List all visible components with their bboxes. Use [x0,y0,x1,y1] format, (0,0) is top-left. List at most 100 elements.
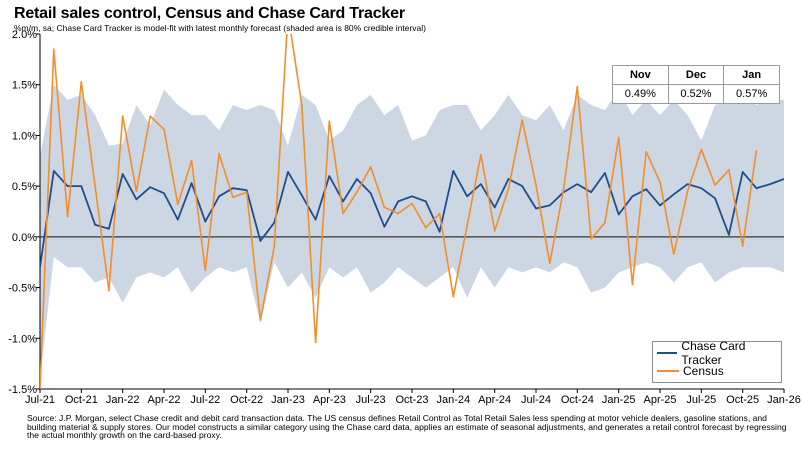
legend-swatch-chase [657,352,678,354]
data-point-census [659,181,661,183]
data-point-chase-card-tracker [741,171,744,173]
x-tick-label: Jul-21 [25,394,55,406]
data-point-census [714,184,716,186]
data-point-chase-card-tracker [300,194,303,197]
data-point-chase-card-tracker [507,178,510,180]
legend-label-census: Census [683,364,724,378]
data-point-census [40,388,41,389]
data-point-chase-card-tracker [631,195,634,198]
data-point-chase-card-tracker [52,170,55,172]
x-tick-label: Oct-21 [65,394,98,406]
x-tick-label: Oct-22 [230,394,263,406]
data-point-census [466,224,468,227]
data-point-census [507,188,510,190]
data-point-census [135,190,138,193]
x-tick-label: Jan-23 [271,394,305,406]
data-point-census [424,226,427,229]
data-point-census [300,104,303,106]
data-point-chase-card-tracker [176,218,179,221]
data-point-chase-card-tracker [700,187,703,189]
forecast-header-row: Nov Dec Jan [612,65,780,85]
data-point-census [397,212,400,215]
data-point-census [356,191,358,194]
data-point-chase-card-tracker [659,204,661,207]
x-tick-label: Jan-25 [602,394,636,406]
source-note: Source: J.P. Morgan, select Chase credit… [27,413,787,440]
data-point-census [755,149,758,152]
forecast-header-dec: Dec [667,65,725,85]
data-point-chase-card-tracker [645,188,648,190]
x-tick-label: Oct-23 [395,394,428,406]
data-point-census [438,212,441,215]
data-point-census [121,115,124,117]
data-point-chase-card-tracker [672,193,675,196]
credible-interval-band [40,84,784,379]
data-point-chase-card-tracker [548,204,551,207]
data-point-chase-card-tracker [149,186,152,188]
data-point-census [452,295,455,298]
data-point-census [80,80,83,83]
data-point-chase-card-tracker [714,197,716,200]
data-point-census [108,289,110,292]
data-point-chase-card-tracker [108,227,110,230]
data-point-census [576,85,579,88]
data-point-chase-card-tracker [369,192,372,195]
data-point-chase-card-tracker [521,185,524,187]
data-point-census [176,203,179,206]
data-point-chase-card-tracker [755,187,758,189]
x-tick-label: Jan-24 [437,394,471,406]
legend-label-chase: Chase Card Tracker [681,339,746,367]
forecast-value-nov: 0.49% [612,84,669,104]
data-point-chase-card-tracker [259,240,262,242]
data-point-census [383,206,386,209]
data-point-chase-card-tracker [163,192,165,195]
data-point-chase-card-tracker [135,198,138,201]
data-point-census [411,202,413,205]
x-tick-label: Apr-23 [313,394,346,406]
data-point-census [480,153,482,156]
x-tick-label: Oct-24 [561,394,594,406]
x-tick-label: Jul-24 [521,394,551,406]
y-tick-label: 2.0% [12,29,37,41]
data-point-census [52,48,55,51]
y-tick-label: -1.0% [8,333,37,345]
data-point-chase-card-tracker [452,170,455,172]
data-point-chase-card-tracker [590,191,592,194]
data-point-chase-card-tracker [576,183,579,185]
data-point-census [493,229,496,232]
x-tick-label: Jul-23 [356,394,386,406]
data-point-chase-card-tracker [383,225,386,228]
y-tick-label: 0.5% [12,181,37,193]
y-tick-label: -0.5% [8,283,37,295]
data-point-chase-card-tracker [328,175,331,177]
data-point-chase-card-tracker [356,178,358,180]
data-point-chase-card-tracker [40,266,41,269]
data-point-census [672,253,675,255]
data-point-census [245,191,248,194]
data-point-census [590,238,592,240]
data-point-chase-card-tracker [424,200,427,203]
x-tick-label: Apr-22 [147,394,180,406]
legend-item-census: Census [657,363,724,379]
forecast-value-jan: 0.57% [723,84,780,104]
forecast-table: Nov Dec Jan 0.49% 0.52% 0.57% [612,65,780,104]
data-point-chase-card-tracker [94,223,96,226]
data-point-chase-card-tracker [232,187,234,189]
data-point-chase-card-tracker [493,206,496,209]
data-point-census [287,13,289,15]
data-point-census [645,150,648,153]
data-point-chase-card-tracker [438,230,441,233]
data-point-census [369,166,372,168]
data-point-census [686,190,689,193]
data-point-census [342,212,344,215]
data-point-census [617,136,620,139]
chart-legend: Chase Card Tracker Census [652,339,782,383]
data-point-chase-card-tracker [190,182,193,184]
data-point-census [259,319,262,321]
data-point-census [548,262,551,265]
data-point-chase-card-tracker [769,183,772,185]
data-point-chase-card-tracker [604,172,606,174]
data-point-chase-card-tracker [397,200,400,203]
data-point-chase-card-tracker [245,189,248,191]
